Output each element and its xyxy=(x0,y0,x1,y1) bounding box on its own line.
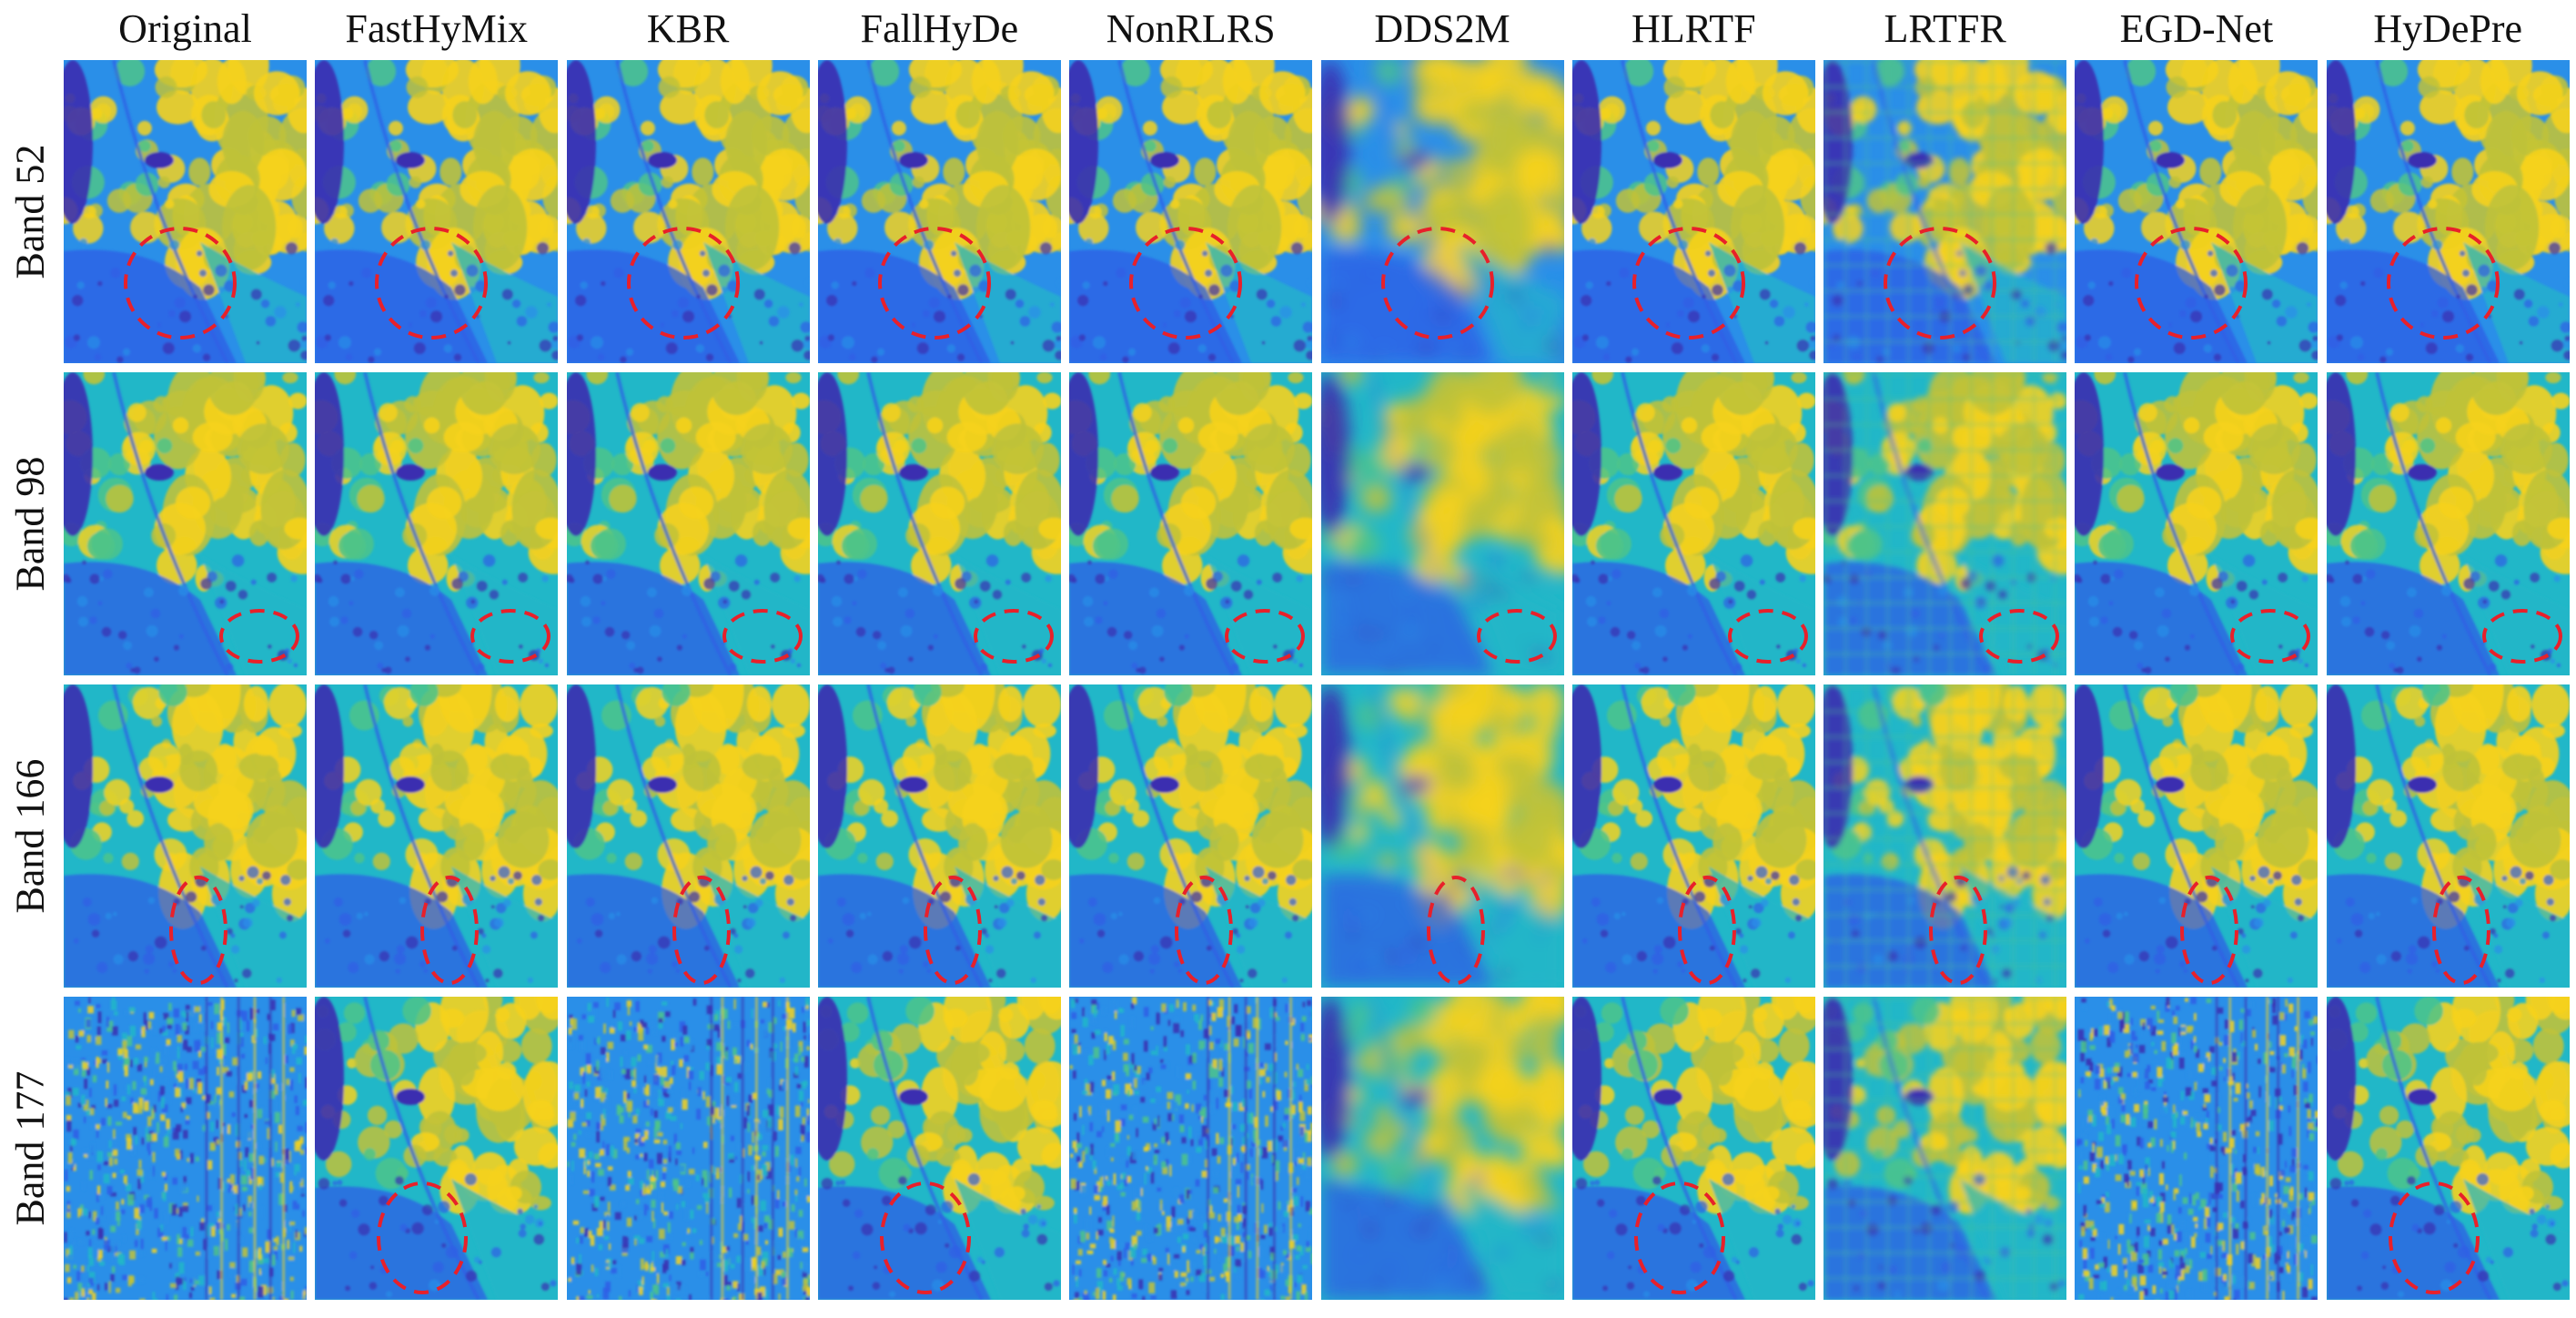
column-header-dds2m: DDS2M xyxy=(1374,5,1510,51)
panel-band-98-fallhyde xyxy=(817,372,1061,675)
panel-band-98-hydepre xyxy=(2326,372,2570,675)
highlight-ellipse xyxy=(2135,227,2248,340)
row-label-band-177: Band 177 xyxy=(7,1070,53,1226)
panel-band-166-hydepre xyxy=(2326,684,2570,988)
highlight-ellipse xyxy=(1979,609,2060,664)
panel-band-52-hydepre xyxy=(2326,60,2570,363)
highlight-ellipse xyxy=(1476,609,1557,664)
column-header-hydepre: HyDePre xyxy=(2373,5,2523,51)
panel-band-52-hlrtf xyxy=(1571,60,1815,363)
highlight-ellipse xyxy=(375,227,489,340)
highlight-ellipse xyxy=(1677,876,1736,985)
highlight-ellipse xyxy=(219,609,299,664)
panel-band-177-hlrtf xyxy=(1571,997,1815,1300)
panel-band-52-fallhyde xyxy=(817,60,1061,363)
panel-band-177-fasthymix xyxy=(315,997,559,1300)
highlight-ellipse xyxy=(2230,609,2311,664)
panel-band-98-egd-net xyxy=(2075,372,2318,675)
highlight-ellipse xyxy=(124,227,237,340)
column-header-egd-net: EGD-Net xyxy=(2119,5,2274,51)
panel-band-52-nonrlrs xyxy=(1069,60,1313,363)
column-header-kbr: KBR xyxy=(646,5,730,51)
panel-band-177-nonrlrs xyxy=(1069,997,1313,1300)
highlight-ellipse xyxy=(169,876,227,985)
panel-band-166-lrtfr xyxy=(1823,684,2067,988)
highlight-ellipse xyxy=(973,609,1054,664)
highlight-ellipse xyxy=(626,227,740,340)
highlight-ellipse xyxy=(420,876,480,985)
column-header-fallhyde: FallHyDe xyxy=(860,5,1019,51)
panel-band-177-fallhyde xyxy=(817,997,1061,1300)
panel-band-98-nonrlrs xyxy=(1069,372,1313,675)
panel-band-52-kbr xyxy=(566,60,810,363)
highlight-ellipse xyxy=(2180,876,2239,985)
column-header-nonrlrs: NonRLRS xyxy=(1106,5,1276,51)
panel-band-52-dds2m xyxy=(1320,60,1564,363)
panel-band-52-original xyxy=(64,60,307,363)
panel-band-177-kbr xyxy=(566,997,810,1300)
panel-band-98-fasthymix xyxy=(315,372,559,675)
highlight-ellipse xyxy=(1225,609,1306,664)
highlight-ellipse xyxy=(377,1181,469,1294)
panel-band-52-lrtfr xyxy=(1823,60,2067,363)
highlight-ellipse xyxy=(1633,1181,1725,1294)
column-header-lrtfr: LRTFR xyxy=(1884,5,2006,51)
panel-band-166-fallhyde xyxy=(817,684,1061,988)
panel-band-166-egd-net xyxy=(2075,684,2318,988)
highlight-ellipse xyxy=(1426,876,1485,985)
highlight-ellipse xyxy=(1727,609,1808,664)
panel-band-166-hlrtf xyxy=(1571,684,1815,988)
panel-band-177-egd-net xyxy=(2075,997,2318,1300)
highlight-ellipse xyxy=(722,609,803,664)
highlight-ellipse xyxy=(1631,227,1745,340)
panel-band-177-original xyxy=(64,997,307,1300)
column-header-original: Original xyxy=(118,5,252,51)
panel-band-98-hlrtf xyxy=(1571,372,1815,675)
highlight-ellipse xyxy=(1175,876,1234,985)
panel-band-166-original xyxy=(64,684,307,988)
panel-band-52-egd-net xyxy=(2075,60,2318,363)
column-header-fasthymix: FastHyMix xyxy=(345,5,529,51)
highlight-ellipse xyxy=(1380,227,1494,340)
panel-band-166-dds2m xyxy=(1320,684,1564,988)
row-label-band-166: Band 166 xyxy=(7,758,53,914)
highlight-ellipse xyxy=(1884,227,1997,340)
highlight-ellipse xyxy=(2431,876,2490,985)
highlight-ellipse xyxy=(2386,227,2500,340)
panel-band-98-dds2m xyxy=(1320,372,1564,675)
highlight-ellipse xyxy=(2481,609,2562,664)
highlight-ellipse xyxy=(470,609,551,664)
panel-band-98-original xyxy=(64,372,307,675)
highlight-ellipse xyxy=(2388,1181,2480,1294)
highlight-ellipse xyxy=(1929,876,1988,985)
panel-band-177-dds2m xyxy=(1320,997,1564,1300)
row-label-band-98: Band 98 xyxy=(7,456,53,592)
highlight-ellipse xyxy=(1129,227,1243,340)
panel-band-98-lrtfr xyxy=(1823,372,2067,675)
column-header-hlrtf: HLRTF xyxy=(1631,5,1756,51)
panel-band-166-nonrlrs xyxy=(1069,684,1313,988)
panel-band-166-kbr xyxy=(566,684,810,988)
panel-band-177-hydepre xyxy=(2326,997,2570,1300)
panel-band-177-lrtfr xyxy=(1823,997,2067,1300)
panel-band-98-kbr xyxy=(566,372,810,675)
panel-band-52-fasthymix xyxy=(315,60,559,363)
highlight-ellipse xyxy=(923,876,982,985)
highlight-ellipse xyxy=(877,227,991,340)
panel-band-166-fasthymix xyxy=(315,684,559,988)
highlight-ellipse xyxy=(672,876,731,985)
row-label-band-52: Band 52 xyxy=(7,144,53,279)
highlight-ellipse xyxy=(879,1181,971,1294)
